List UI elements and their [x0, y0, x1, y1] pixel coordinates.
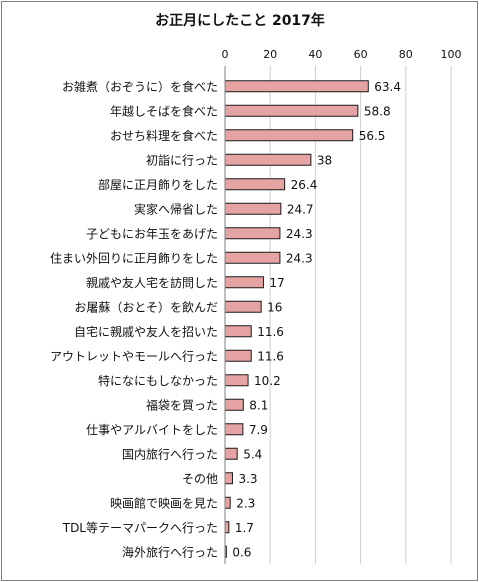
bar: [224, 521, 230, 534]
value-label: 8.1: [249, 398, 268, 412]
bar: [224, 276, 264, 289]
category-label: 実家へ帰省した: [134, 201, 218, 216]
value-label: 10.2: [254, 374, 281, 388]
bar: [224, 202, 282, 215]
bar: [224, 129, 354, 142]
value-label: 11.6: [257, 349, 284, 363]
value-label: 24.3: [286, 227, 313, 241]
category-label: 年越しそばを食べた: [110, 103, 218, 118]
value-label: 11.6: [257, 325, 284, 339]
bar: [224, 398, 244, 411]
category-label: お雑煮（おぞうに）を食べた: [62, 79, 218, 94]
bar: [224, 153, 312, 166]
category-label: 特になにもしなかった: [98, 373, 218, 388]
value-label: 17: [269, 276, 284, 290]
bar: [224, 472, 233, 485]
chart-title: お正月にしたこと 2017年: [155, 12, 325, 29]
category-label: TDL等テーマパークへ行った: [62, 521, 218, 535]
value-label: 5.4: [243, 447, 262, 461]
x-tick-label: 0: [222, 48, 229, 61]
bar: [224, 178, 286, 191]
category-label: 仕事やアルバイトをした: [86, 423, 218, 437]
category-label: 福袋を買った: [146, 397, 218, 412]
bar: [224, 374, 249, 387]
bars: [224, 80, 369, 558]
value-label: 24.7: [287, 202, 314, 216]
category-label: 映画館で映画を見た: [110, 495, 218, 510]
x-tick-label: 20: [263, 48, 277, 61]
bar: [224, 423, 244, 436]
category-label: 国内旅行へ行った: [122, 447, 218, 461]
bar: [224, 104, 359, 117]
category-label: おせち料理を食べた: [110, 128, 218, 143]
category-label: 子どもにお年玉をあげた: [86, 227, 218, 241]
x-tick-label: 100: [441, 48, 462, 61]
category-label: 親戚や友人宅を訪問した: [86, 275, 218, 290]
category-label: 部屋に正月飾りをした: [98, 177, 218, 192]
value-label: 58.8: [364, 104, 391, 118]
x-axis-ticks: 0 20 40 60 80 100: [222, 48, 462, 61]
value-labels: 63.458.856.53826.424.724.324.3171611.611…: [232, 80, 401, 560]
bar: [224, 496, 231, 509]
bar: [224, 80, 369, 93]
value-label: 1.7: [235, 521, 254, 535]
category-label: お屠蘇（おとそ）を飲んだ: [74, 299, 218, 314]
bar: [224, 300, 262, 313]
value-label: 16: [267, 300, 282, 314]
value-label: 38: [317, 153, 332, 167]
category-label: 自宅に親戚や友人を招いた: [74, 324, 218, 339]
bar: [224, 227, 281, 240]
value-label: 63.4: [374, 80, 401, 94]
value-label: 56.5: [359, 129, 386, 143]
category-label: その他: [182, 472, 218, 486]
bar: [224, 447, 238, 460]
value-label: 2.3: [236, 496, 255, 510]
category-label: 住まい外回りに正月飾りをした: [50, 251, 218, 265]
category-label: 海外旅行へ行った: [122, 544, 218, 559]
category-label: 初詣に行った: [146, 153, 218, 167]
bar: [224, 349, 252, 362]
x-tick-label: 60: [354, 48, 368, 61]
x-tick-label: 40: [308, 48, 322, 61]
value-label: 24.3: [286, 251, 313, 265]
x-tick-label: 80: [399, 48, 413, 61]
value-label: 3.3: [238, 472, 257, 486]
bar: [224, 251, 281, 264]
category-labels: お雑煮（おぞうに）を食べた年越しそばを食べたおせち料理を食べた初詣に行った部屋に…: [50, 79, 218, 560]
value-label: 7.9: [249, 423, 268, 437]
category-label: アウトレットやモールへ行った: [50, 349, 218, 363]
value-label: 0.6: [232, 545, 251, 559]
bar: [224, 325, 252, 338]
value-label: 26.4: [291, 178, 318, 192]
